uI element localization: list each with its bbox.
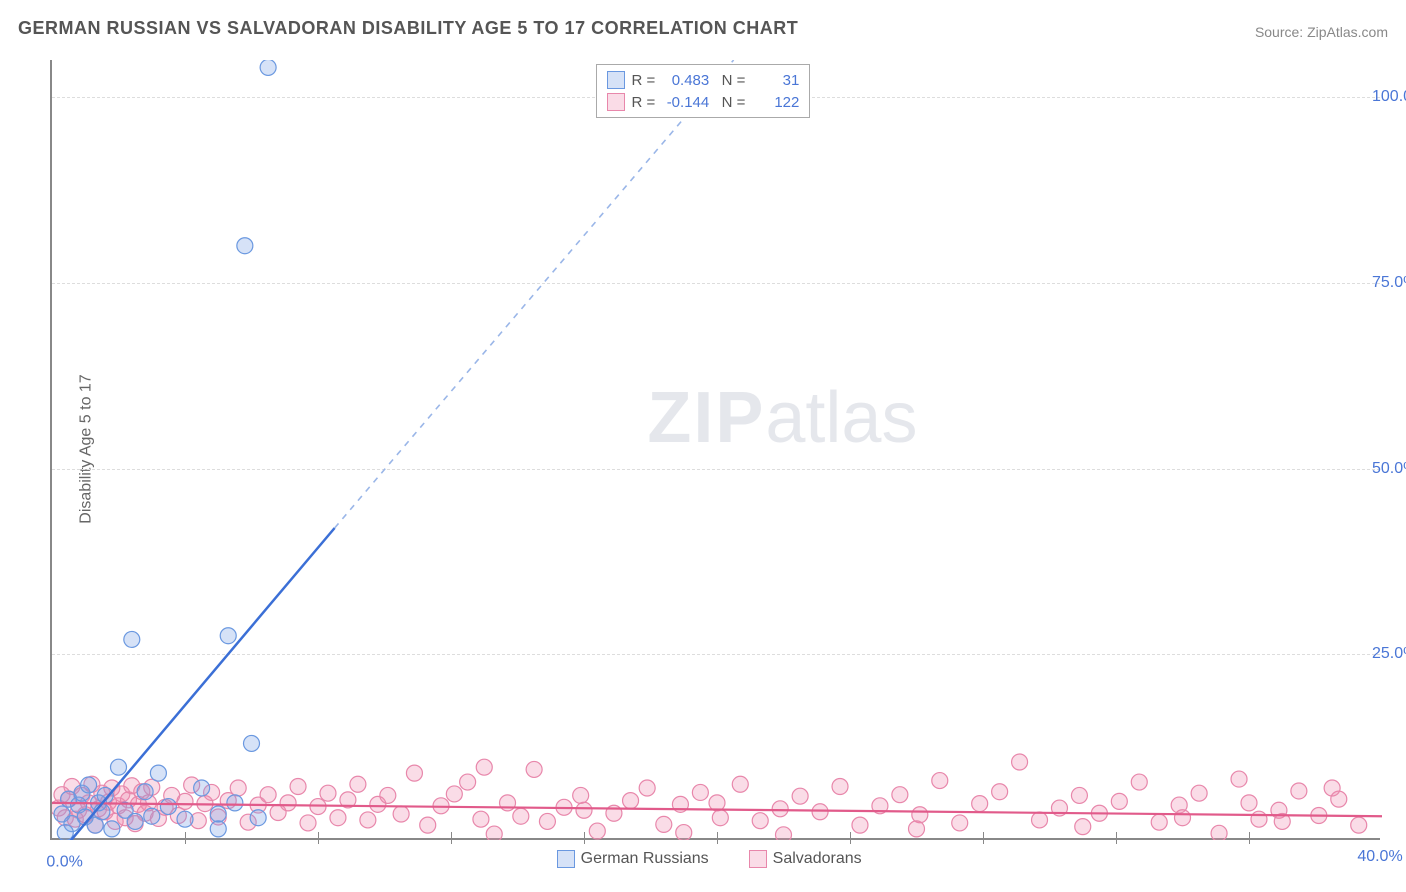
legend-swatch-pink-icon (749, 850, 767, 868)
x-max-label: 40.0% (1357, 848, 1402, 866)
scatter-plot (52, 60, 1382, 840)
legend-swatch-blue-icon (557, 850, 575, 868)
origin-label: 0.0% (46, 853, 82, 871)
legend-item-salvadorans: Salvadorans (749, 850, 862, 868)
plot-area: Disability Age 5 to 17 ZIPatlas 25.0%50.… (50, 60, 1380, 840)
chart-container: GERMAN RUSSIAN VS SALVADORAN DISABILITY … (0, 0, 1406, 892)
legend-row-series2: R =-0.144 N =122 (607, 91, 799, 113)
chart-title: GERMAN RUSSIAN VS SALVADORAN DISABILITY … (18, 18, 798, 39)
correlation-legend: R =0.483 N =31 R =-0.144 N =122 (596, 64, 810, 118)
legend-swatch-blue (607, 71, 625, 89)
legend-item-german-russians: German Russians (557, 850, 709, 868)
legend-swatch-pink (607, 93, 625, 111)
series-legend: German Russians Salvadorans (557, 850, 862, 868)
legend-row-series1: R =0.483 N =31 (607, 69, 799, 91)
source-label: Source: ZipAtlas.com (1255, 24, 1388, 40)
